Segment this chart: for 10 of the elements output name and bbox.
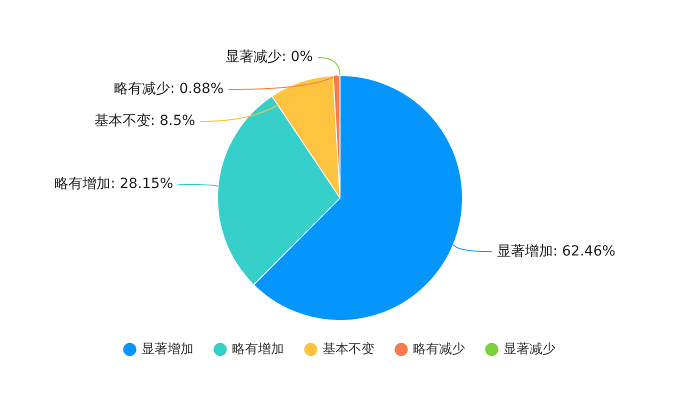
data-label: 略有减少: 0.88% bbox=[114, 81, 224, 98]
legend-label: 显著减少 bbox=[503, 342, 556, 357]
text: 显著减少: 0% bbox=[226, 49, 313, 66]
legend-label: 略有增加 bbox=[232, 342, 284, 357]
legend-label: 显著增加 bbox=[141, 342, 194, 357]
legend-label: 基本不变 bbox=[322, 342, 374, 357]
legend-label: 略有减少 bbox=[412, 342, 465, 357]
data-label: 显著增加: 62.46% bbox=[496, 243, 616, 260]
data-label: 基本不变: 8.5% bbox=[94, 113, 196, 130]
data-label: 略有增加: 28.15% bbox=[54, 176, 174, 192]
